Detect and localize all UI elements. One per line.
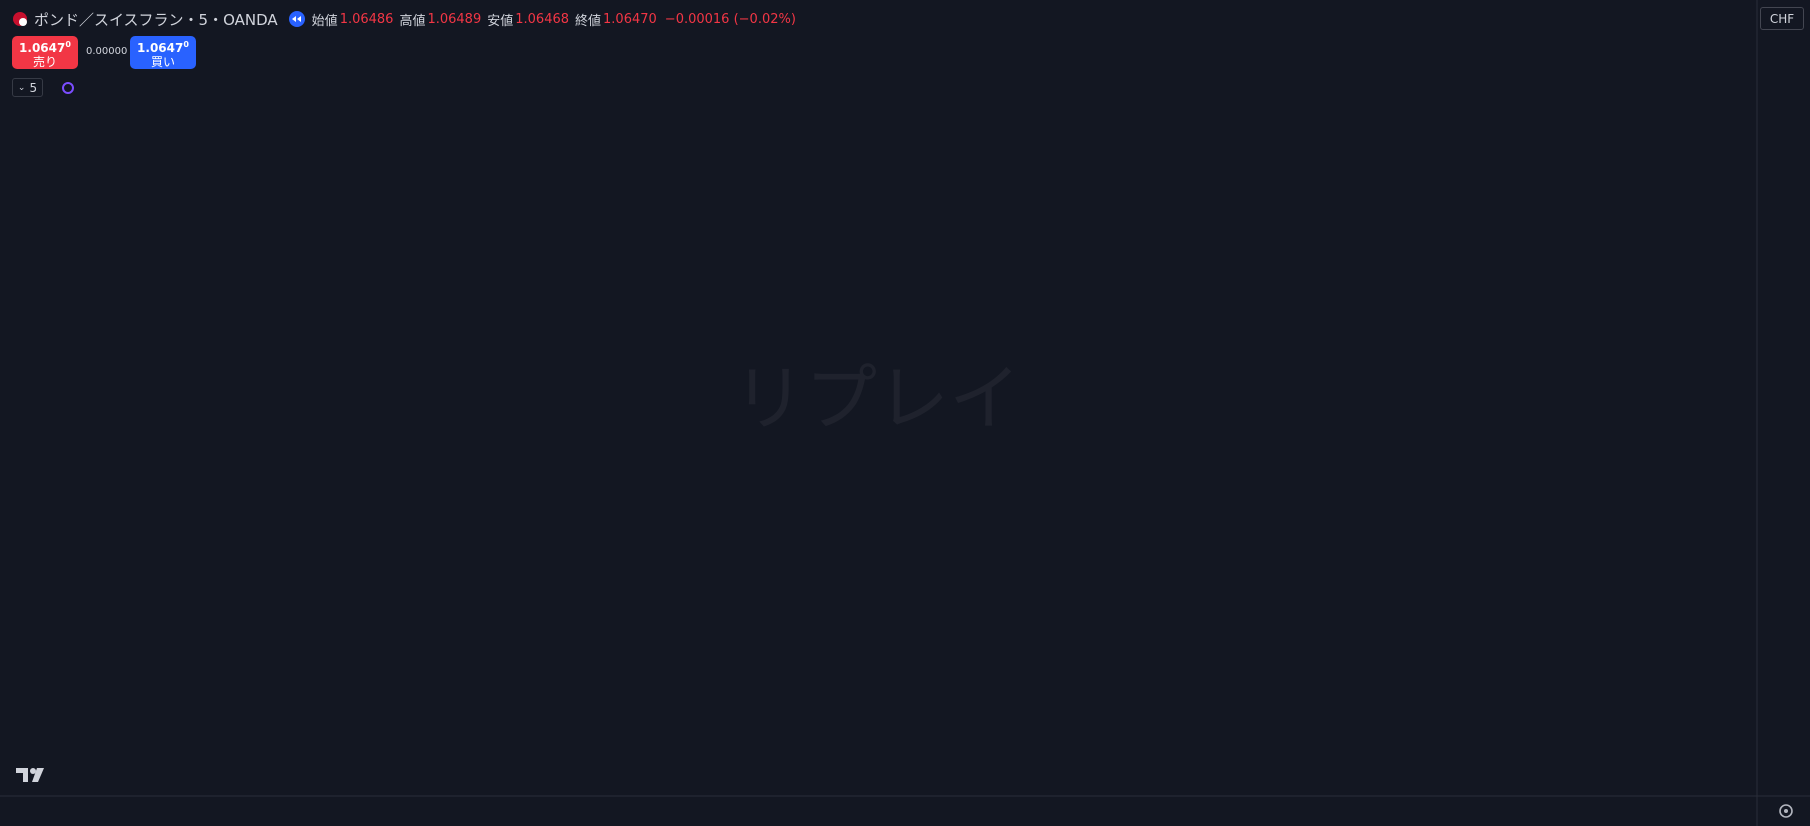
settings-icon[interactable] [1779,804,1793,818]
replay-icon[interactable] [288,10,306,28]
gear[interactable] [1779,804,1793,818]
sell-label[interactable]: 売り [32,55,57,69]
ohlc-value: 1.06486 [339,11,394,27]
logo-part [16,768,28,782]
change: −0.00016 (−0.02%) [664,11,796,27]
flag [19,18,27,26]
buy-price-sup[interactable]: 0 [183,40,189,49]
header: ポンド／スイスフラン・5・OANDA 始値 1.06486 高値 1.06489 安… [12,8,796,30]
gear-center[interactable] [1784,809,1788,813]
ohlc-value: 1.06468 [515,11,570,27]
chevron[interactable]: ⌄ [17,82,26,93]
tv-logo [16,768,44,782]
ohlc-value: 1.06470 [603,11,657,27]
sell-price[interactable]: 1.0647 [19,41,66,55]
logo-part [32,768,44,782]
sell-button[interactable]: 1.06470 売り [12,36,78,69]
watermark: リプレイ [733,357,1021,441]
replay-arrows[interactable] [291,16,301,22]
ohlc-name: 安値 [487,13,514,29]
ohlc-name: 終値 [575,13,602,29]
buy-price-row[interactable]: 1.06470 [130,38,196,55]
sell-price-sup[interactable]: 0 [65,40,71,49]
spread: 0.00000 [86,46,128,57]
icon-ring[interactable] [62,82,74,94]
buy-button[interactable]: 1.06470 買い [130,36,196,69]
indicator-toggle[interactable]: ⌄ 5 [12,78,43,97]
logo-part [30,768,36,774]
ohlc-name: 高値 [399,13,426,29]
symbol-title: ポンド／スイスフラン・5・OANDA [34,10,278,29]
indicator-count[interactable]: 5 [29,80,38,95]
ohlc-value: 1.06489 [427,11,482,27]
buy-label[interactable]: 買い [150,55,175,69]
currency-button[interactable]: CHF [1760,7,1804,30]
symbol-icon [13,12,27,26]
ohlc-name: 始値 [311,13,338,29]
sell-price-row[interactable]: 1.06470 [12,38,78,55]
indicator-icon[interactable] [60,80,76,96]
buy-price[interactable]: 1.0647 [137,41,184,55]
